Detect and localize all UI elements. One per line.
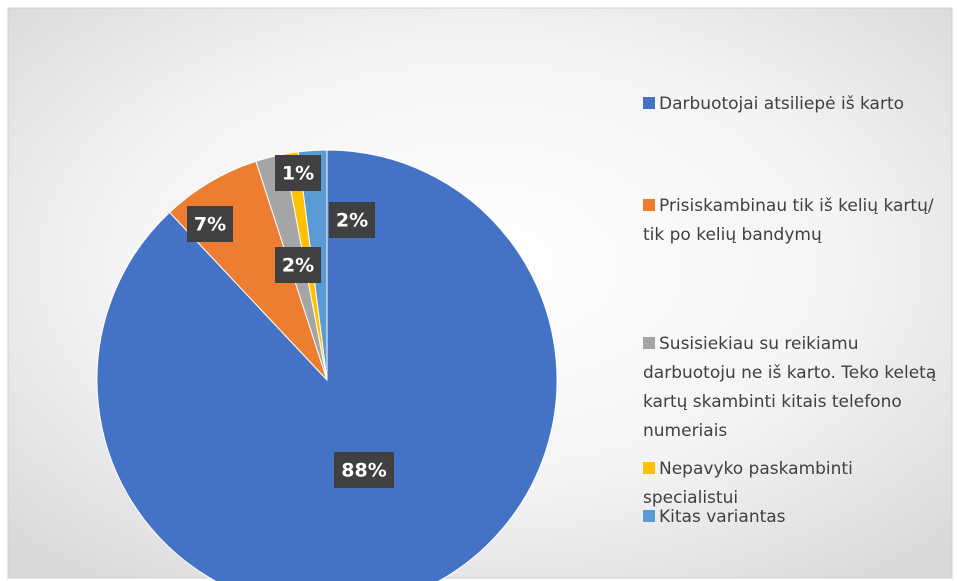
data-label-box [275, 155, 321, 191]
data-label-box [329, 202, 375, 238]
data-label: 2% [282, 255, 314, 277]
legend-label: Nepavyko paskambinti specialistui [643, 459, 853, 508]
data-label: 1% [282, 163, 314, 185]
legend-label: Kitas variantas [659, 507, 786, 527]
legend-label: Susisiekiau su reikiamu darbuotoju ne iš… [643, 334, 937, 441]
legend-swatch [643, 337, 655, 349]
legend-item: Nepavyko paskambinti specialistui [643, 455, 943, 513]
legend-swatch [643, 97, 655, 109]
data-label: 7% [194, 214, 226, 236]
legend-label: Darbuotojai atsiliepė iš karto [659, 94, 905, 114]
legend-item: Kitas variantas [643, 503, 943, 532]
data-label-box [275, 247, 321, 283]
legend-item: Susisiekiau su reikiamu darbuotoju ne iš… [643, 330, 943, 446]
data-label-box [334, 452, 394, 488]
data-label-box [187, 206, 233, 242]
legend-swatch [643, 199, 655, 211]
legend-swatch [643, 510, 655, 522]
legend-item: Darbuotojai atsiliepė iš karto [643, 90, 943, 119]
legend-item: Prisiskambinau tik iš kelių kartų/ tik p… [643, 192, 943, 250]
data-label: 88% [341, 460, 386, 482]
legend-label: Prisiskambinau tik iš kelių kartų/ tik p… [643, 196, 934, 245]
legend-swatch [643, 462, 655, 474]
data-label: 2% [336, 210, 368, 232]
